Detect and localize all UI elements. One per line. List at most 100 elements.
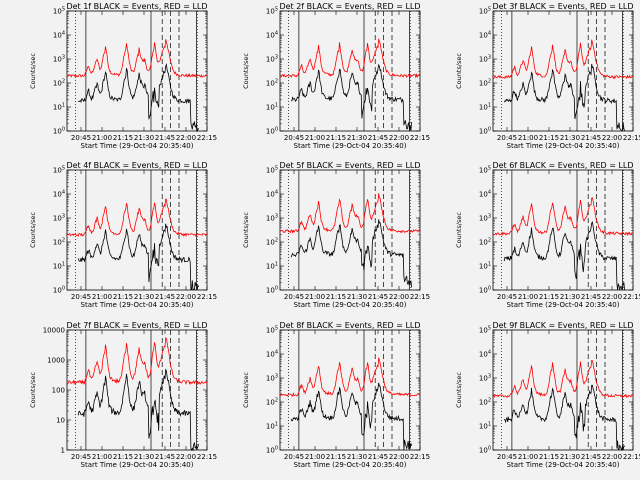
y-tick-label: 105	[53, 166, 65, 175]
x-tick-label: 21:15	[539, 134, 559, 142]
x-tick-label: 21:15	[326, 134, 346, 142]
x-tick-label: 20:45	[497, 293, 517, 301]
x-tick-label: 21:00	[305, 293, 325, 301]
x-tick-label: 21:30	[347, 453, 367, 461]
y-tick-label: 104	[266, 350, 278, 359]
y-tick-exponent: 0	[275, 127, 278, 133]
y-tick-exponent: 3	[488, 214, 491, 220]
x-tick-label: 21:45	[155, 134, 175, 142]
panel-title: Det 6f BLACK = Events, RED = LLD	[492, 161, 633, 170]
y-axis-label: Counts/sec	[242, 212, 250, 248]
y-tick-label: 105	[53, 7, 65, 16]
y-tick-label: 1000	[47, 357, 65, 365]
x-tick-label: 21:15	[113, 453, 133, 461]
y-tick-exponent: 5	[62, 166, 65, 172]
y-tick-exponent: 0	[62, 127, 65, 133]
y-tick-exponent: 4	[488, 350, 491, 356]
y-tick-label: 103	[53, 55, 65, 64]
y-tick-label: 105	[266, 166, 278, 175]
x-tick-label: 20:45	[284, 293, 304, 301]
x-tick-label: 22:15	[623, 453, 640, 461]
y-tick-label: 104	[53, 190, 65, 199]
x-tick-label: 22:00	[602, 293, 622, 301]
events-series-line	[77, 368, 199, 452]
events-series-line	[503, 221, 625, 291]
panel-det-9: Det 9f BLACK = Events, RED = LLD Counts/s…	[455, 321, 640, 469]
x-tick-label: 22:15	[197, 293, 217, 301]
x-tick-label: 21:15	[113, 293, 133, 301]
x-tick-label: 21:00	[92, 134, 112, 142]
x-tick-label: 22:15	[410, 453, 430, 461]
y-tick-label: 101	[266, 422, 278, 431]
y-tick-exponent: 3	[275, 374, 278, 380]
events-series-line	[290, 219, 412, 288]
x-tick-label: 20:45	[71, 453, 91, 461]
y-tick-label: 103	[53, 214, 65, 223]
x-tick-label: 22:00	[602, 453, 622, 461]
x-tick-label: 22:00	[389, 453, 409, 461]
y-tick-exponent: 4	[275, 350, 278, 356]
y-tick-label: 100	[479, 286, 491, 295]
panel-title: Det 1f BLACK = Events, RED = LLD	[66, 2, 207, 11]
y-tick-exponent: 2	[488, 398, 491, 404]
y-tick-exponent: 0	[488, 127, 491, 133]
x-tick-label: 22:15	[623, 293, 640, 301]
panel-title: Det 9f BLACK = Events, RED = LLD	[492, 321, 633, 330]
plot-frame	[66, 10, 208, 132]
y-tick-exponent: 3	[62, 55, 65, 61]
y-tick-exponent: 5	[488, 166, 491, 172]
x-tick-label: 21:30	[560, 134, 580, 142]
events-series-line	[503, 384, 625, 452]
x-tick-label: 20:45	[71, 293, 91, 301]
y-tick-label: 100	[266, 127, 278, 136]
y-tick-label: 103	[266, 55, 278, 64]
y-axis-label: Counts/sec	[455, 212, 463, 248]
y-tick-label: 104	[266, 190, 278, 199]
lld-series-line	[66, 39, 208, 78]
y-tick-label: 102	[479, 398, 491, 407]
y-axis-label: Counts/sec	[29, 212, 37, 248]
x-tick-label: 21:15	[326, 293, 346, 301]
panel-title: Det 2f BLACK = Events, RED = LLD	[279, 2, 420, 11]
x-tick-label: 21:45	[581, 293, 601, 301]
panel-title: Det 4f BLACK = Events, RED = LLD	[66, 161, 207, 170]
y-axis-label: Counts/sec	[455, 372, 463, 408]
y-tick-label: 100	[53, 286, 65, 295]
x-tick-label: 21:30	[347, 134, 367, 142]
x-tick-label: 22:00	[602, 134, 622, 142]
y-tick-exponent: 4	[275, 31, 278, 37]
plot-frame	[279, 10, 421, 132]
y-tick-label: 103	[266, 374, 278, 383]
y-tick-exponent: 4	[62, 190, 65, 196]
plot-frame	[279, 329, 421, 451]
x-tick-label: 21:30	[560, 453, 580, 461]
x-axis-label: Start Time (29-Oct-04 20:35:40)	[294, 461, 407, 469]
x-axis-label: Start Time (29-Oct-04 20:35:40)	[507, 461, 620, 469]
x-tick-label: 21:30	[134, 453, 154, 461]
y-tick-exponent: 1	[62, 103, 65, 109]
x-tick-label: 21:15	[539, 453, 559, 461]
y-tick-exponent: 5	[275, 166, 278, 172]
y-tick-exponent: 4	[488, 31, 491, 37]
y-tick-label: 104	[479, 350, 491, 359]
panel-det-7: Det 7f BLACK = Events, RED = LLD Counts/s…	[29, 321, 217, 469]
panel-det-5: Det 5f BLACK = Events, RED = LLD Counts/s…	[242, 161, 430, 309]
y-axis-label: Counts/sec	[455, 53, 463, 89]
y-tick-exponent: 2	[275, 79, 278, 85]
y-tick-exponent: 0	[62, 286, 65, 292]
y-tick-exponent: 4	[488, 190, 491, 196]
y-tick-label: 101	[266, 103, 278, 112]
panel-det-1: Det 1f BLACK = Events, RED = LLD Counts/s…	[29, 2, 217, 150]
y-tick-exponent: 5	[488, 7, 491, 13]
x-tick-label: 21:00	[305, 453, 325, 461]
panel-title: Det 5f BLACK = Events, RED = LLD	[279, 161, 420, 170]
x-tick-label: 21:30	[560, 293, 580, 301]
y-tick-label: 101	[479, 103, 491, 112]
x-tick-label: 22:00	[176, 134, 196, 142]
y-tick-exponent: 5	[275, 7, 278, 13]
plot-frame	[279, 169, 421, 291]
panel-det-6: Det 6f BLACK = Events, RED = LLD Counts/s…	[455, 161, 640, 309]
y-tick-exponent: 0	[275, 446, 278, 452]
y-tick-label: 101	[266, 262, 278, 271]
